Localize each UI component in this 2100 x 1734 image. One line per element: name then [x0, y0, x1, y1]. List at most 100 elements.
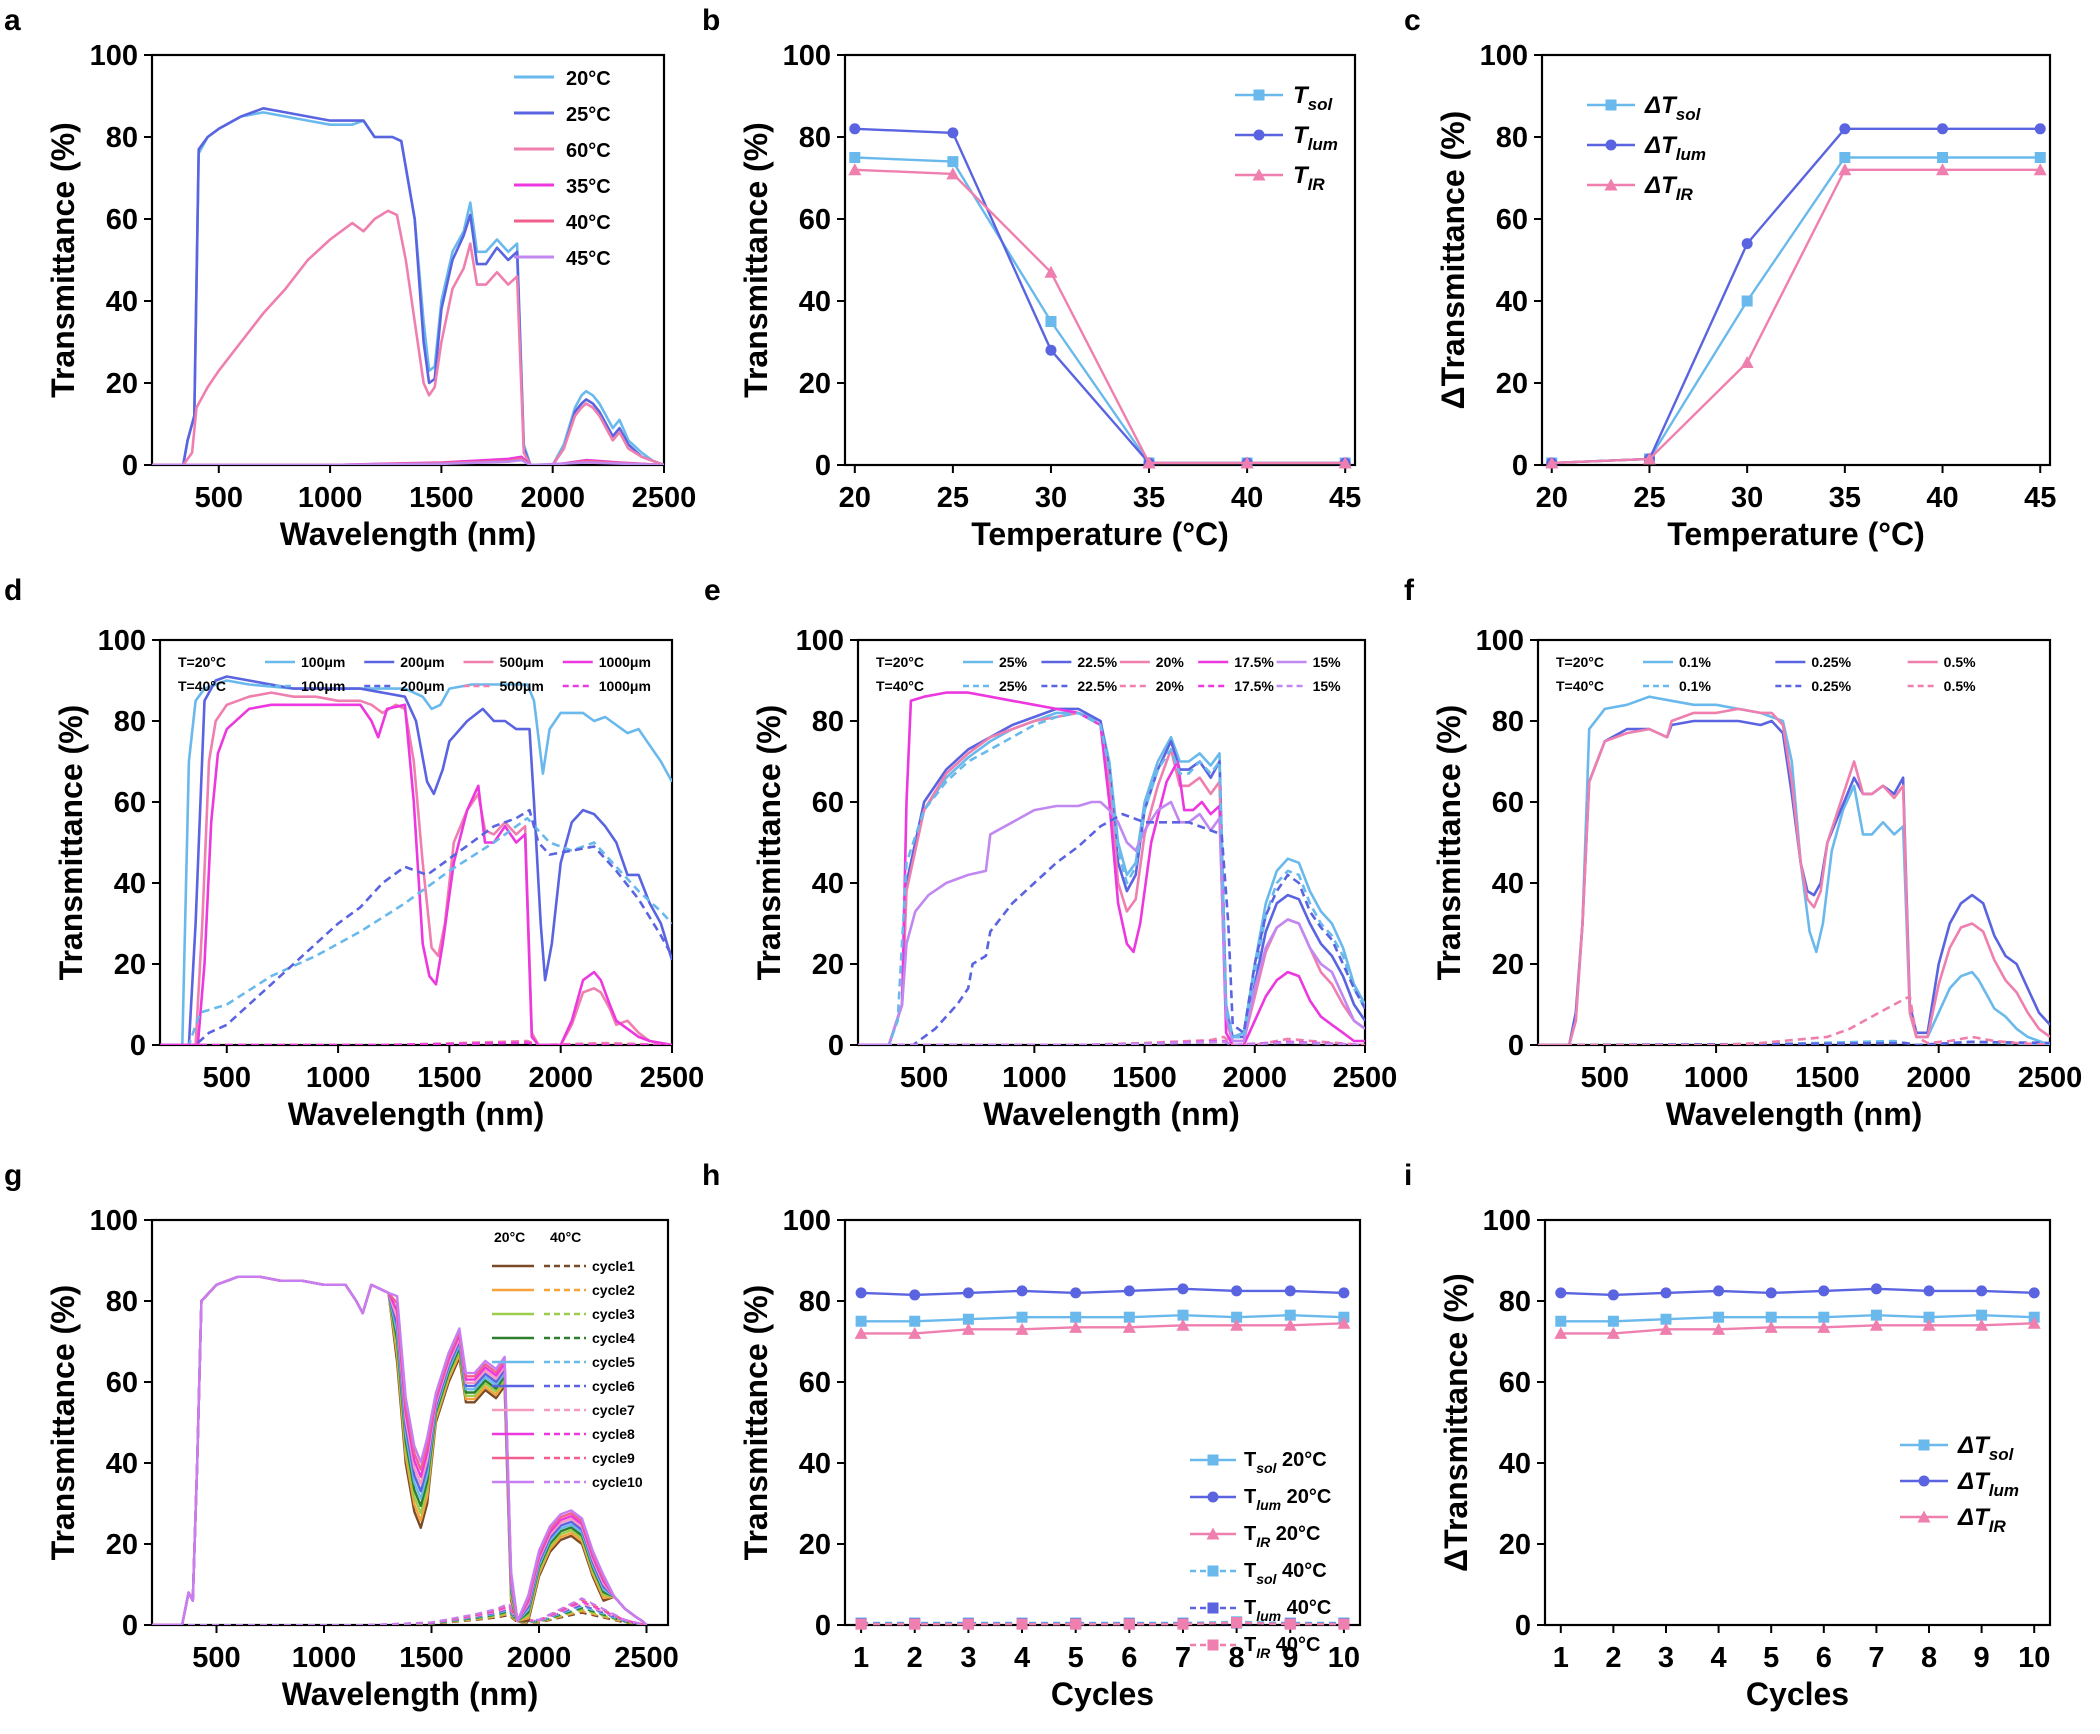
y-axis-title: ΔTransmittance (%): [1435, 111, 1471, 410]
data-point: [962, 1618, 974, 1630]
x-tick-label: 2000: [1223, 1062, 1288, 1094]
x-tick-label: 45: [2024, 482, 2056, 514]
series-line: [854, 156, 1346, 465]
legend-label: cycle4: [592, 1330, 635, 1346]
y-tick-label: 100: [783, 40, 831, 72]
legend-marker: [1917, 1510, 1931, 1523]
x-tick-label: 2500: [2018, 1062, 2083, 1094]
legend-label: 17.5%: [1234, 654, 1274, 670]
data-point: [1870, 1283, 1882, 1295]
series-line: [1551, 156, 2041, 465]
series-line-225: [858, 707, 1365, 1045]
data-point: [1740, 356, 1754, 368]
x-tick-label: 2500: [614, 1642, 679, 1674]
data-point: [1975, 1318, 1989, 1331]
legend-label: TIR 40°C: [1244, 1634, 1320, 1661]
series-line-025: [1538, 719, 2050, 1045]
legend-marker: [1253, 89, 1265, 101]
legend-label: ΔTsol: [1957, 1432, 2015, 1464]
x-tick-label: 20: [1536, 482, 1568, 514]
data-point: [855, 1315, 867, 1327]
y-tick-label: 100: [796, 625, 844, 657]
x-tick-label: 500: [192, 1642, 240, 1674]
legend-marker: [1206, 1527, 1220, 1540]
data-point: [909, 1618, 921, 1630]
x-axis-title: Temperature (°C): [971, 516, 1229, 552]
x-tick-label: 2: [907, 1642, 923, 1674]
legend-label: 0.25%: [1811, 678, 1851, 694]
x-tick-label: 4: [1014, 1642, 1030, 1674]
panel-letter: d: [4, 574, 22, 607]
data-point: [1284, 1285, 1296, 1297]
y-tick-label: 80: [799, 1286, 831, 1318]
panel-a: a 0 20 40 60 80 100 500 1000 1500 2000 2500 Waveleng…: [4, 4, 696, 552]
y-tick-label: 80: [1492, 706, 1524, 738]
y-tick-label: 60: [799, 204, 831, 236]
panel-letter: b: [702, 4, 720, 37]
data-point: [1123, 1311, 1135, 1323]
data-point: [854, 1326, 868, 1339]
x-tick-label: 500: [900, 1062, 948, 1094]
data-point: [1177, 1283, 1189, 1295]
legend-label: 1000μm: [599, 654, 651, 670]
panel-h: h 0 20 40 60 80 100 1 2 3 4 5 6 7 8 9 10 Cycles Transmitta…: [702, 1159, 1362, 1712]
x-tick-label: 25: [937, 482, 969, 514]
data-point: [1284, 1309, 1296, 1321]
series-line: [861, 1287, 1344, 1297]
data-point: [962, 1313, 974, 1325]
data-point: [1817, 1320, 1831, 1333]
y-tick-label: 80: [106, 1286, 138, 1318]
series-line-25: [858, 711, 1365, 1045]
legend-label: cycle10: [592, 1474, 643, 1490]
legend-label: cycle5: [592, 1354, 635, 1370]
y-axis-title: ΔTransmittance (%): [1438, 1273, 1474, 1572]
legend-label: Tsol 40°C: [1244, 1560, 1327, 1587]
y-tick-label: 20: [812, 949, 844, 981]
legend-label: Tlum 40°C: [1244, 1597, 1331, 1624]
legend-label: 100μm: [301, 654, 345, 670]
y-axis-title: Transmittance (%): [751, 705, 787, 981]
panel-letter: e: [704, 574, 721, 607]
panel-g: g 0 20 40 60 80 100 500 1000 1500 2000 2500 Waveleng…: [4, 1159, 679, 1712]
data-point: [2034, 123, 2046, 135]
legend-label: 0.25%: [1811, 654, 1851, 670]
data-point: [1555, 1315, 1567, 1327]
legend-label: 0.5%: [1944, 678, 1976, 694]
x-tick-label: 1500: [417, 1062, 482, 1094]
x-tick-label: 2500: [1333, 1062, 1398, 1094]
legend-label: Tlum: [1293, 122, 1338, 154]
series-line: [1560, 1322, 2035, 1335]
data-point: [1545, 456, 1559, 469]
plot-frame: [1540, 53, 2052, 467]
legend-row-label: T=40°C: [1556, 678, 1604, 694]
legend-label: 200μm: [400, 654, 444, 670]
y-tick-label: 40: [106, 1448, 138, 1480]
data-point: [1284, 1618, 1296, 1630]
series-group: [858, 691, 1365, 1045]
data-point: [1016, 1618, 1028, 1630]
y-axis-title: Transmittance (%): [53, 705, 89, 981]
x-tick-label: 1000: [1684, 1062, 1749, 1094]
x-axis-title: Wavelength (nm): [288, 1096, 545, 1132]
panel-e: e 0 20 40 60 80 100 500 1000 1500 2000 2500 Waveleng…: [704, 574, 1397, 1132]
y-tick-label: 100: [98, 625, 146, 657]
y-tick-label: 40: [1492, 868, 1524, 900]
y-tick-label: 0: [122, 450, 138, 482]
x-tick-label: 500: [203, 1062, 251, 1094]
legend-label: 60°C: [566, 140, 611, 162]
series-line-100m: [160, 679, 672, 1045]
data-point: [1976, 1285, 1988, 1297]
data-point: [1142, 456, 1156, 469]
data-point: [1123, 1618, 1135, 1630]
y-tick-label: 20: [106, 368, 138, 400]
series-line-60C: [152, 209, 664, 465]
x-tick-label: 5: [1763, 1642, 1779, 1674]
data-point: [1230, 1318, 1244, 1331]
series-line-225: [858, 812, 1365, 1045]
x-tick-label: 45: [1329, 482, 1361, 514]
x-axis-title: Wavelength (nm): [282, 1676, 539, 1712]
data-point: [1741, 295, 1753, 307]
x-tick-label: 1000: [292, 1642, 357, 1674]
series-group: [1538, 695, 2050, 1045]
legend-marker: [1604, 178, 1618, 191]
